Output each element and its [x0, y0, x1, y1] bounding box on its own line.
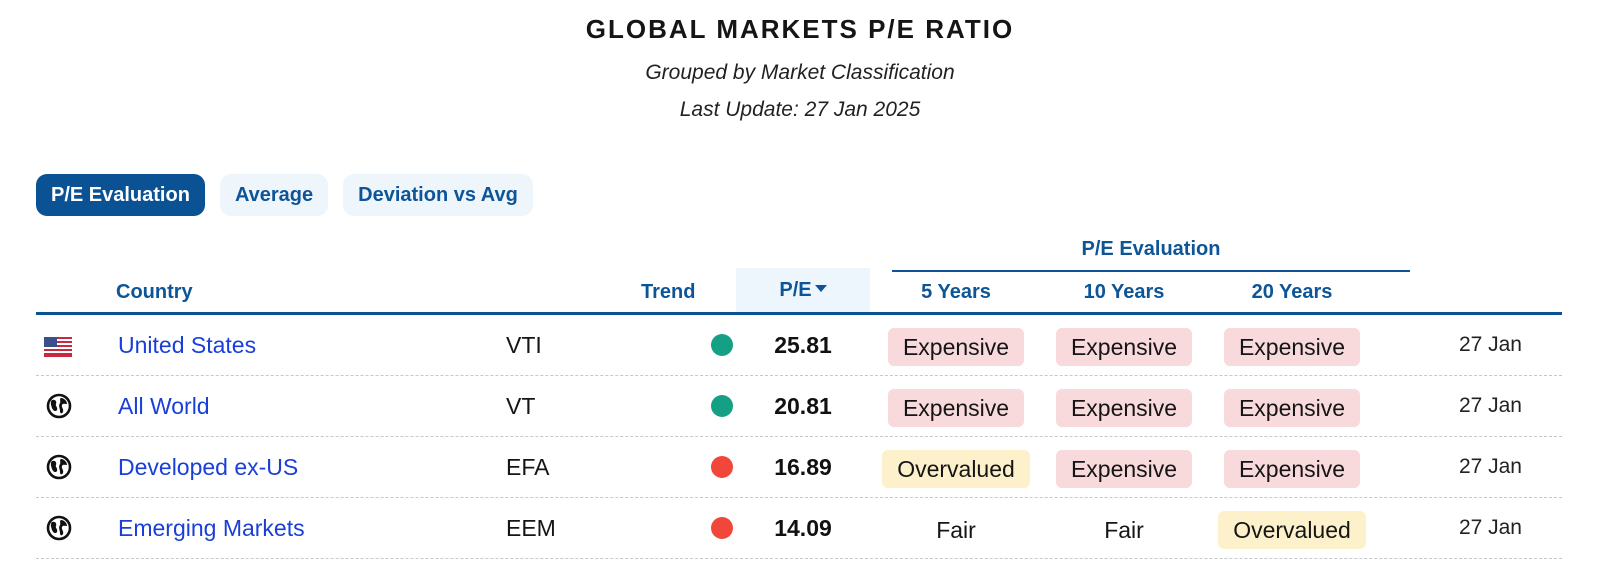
last-update-text: Last Update: 27 Jan 2025 — [679, 98, 921, 121]
row-icon — [42, 437, 72, 497]
status-badge: Expensive — [1223, 388, 1361, 427]
globe-icon — [46, 454, 72, 480]
view-tabs: P/E Evaluation Average Deviation vs Avg — [36, 174, 533, 216]
row-icon — [42, 315, 72, 375]
caret-down-icon — [814, 285, 827, 293]
table-row: United States VTI 25.81 Expensive Expens… — [36, 315, 1562, 376]
status-badge: Fair — [936, 516, 976, 543]
table-row: All World VT 20.81 Expensive Expensive E… — [36, 376, 1562, 437]
ticker-symbol: VT — [506, 393, 536, 419]
table-row: Emerging Markets EEM 14.09 Fair Fair Ove… — [36, 498, 1562, 559]
trend-indicator-icon — [711, 334, 733, 356]
pe-value: 20.81 — [774, 393, 832, 419]
pe-evaluation-group-header: P/E Evaluation — [892, 238, 1410, 272]
ticker-symbol: VTI — [506, 332, 542, 358]
row-icon — [42, 498, 72, 558]
column-header-pe-label: P/E — [779, 279, 812, 301]
status-badge: Expensive — [1223, 449, 1361, 488]
column-header-5-years[interactable]: 5 Years — [921, 281, 991, 303]
status-badge: Expensive — [887, 327, 1025, 366]
globe-icon — [46, 515, 72, 541]
pe-value: 14.09 — [774, 515, 832, 541]
trend-cell — [656, 437, 786, 497]
evaluation-10-years: Expensive — [1039, 437, 1209, 497]
evaluation-5-years: Expensive — [871, 376, 1041, 436]
tab-deviation-vs-avg[interactable]: Deviation vs Avg — [343, 174, 533, 216]
header-divider — [36, 312, 1562, 315]
us-flag-icon — [44, 337, 72, 357]
pe-value: 16.89 — [774, 454, 832, 480]
status-badge: Overvalued — [882, 449, 1030, 488]
trend-cell — [656, 315, 786, 375]
evaluation-5-years: Overvalued — [871, 437, 1041, 497]
update-date: 27 Jan — [1458, 455, 1522, 478]
page-subtitle: Grouped by Market Classification — [645, 61, 955, 84]
status-badge: Expensive — [1055, 388, 1193, 427]
update-date: 27 Jan — [1458, 333, 1522, 356]
country-link[interactable]: Developed ex-US — [118, 454, 299, 480]
evaluation-20-years: Overvalued — [1207, 498, 1377, 558]
status-badge: Expensive — [1055, 449, 1193, 488]
evaluation-20-years: Expensive — [1207, 437, 1377, 497]
trend-indicator-icon — [711, 456, 733, 478]
status-badge: Expensive — [1223, 327, 1361, 366]
tab-pe-evaluation[interactable]: P/E Evaluation — [36, 174, 205, 216]
country-link[interactable]: Emerging Markets — [118, 515, 305, 541]
column-header-country[interactable]: Country — [116, 281, 193, 303]
page-title: GLOBAL MARKETS P/E RATIO — [585, 14, 1015, 44]
status-badge: Fair — [1104, 516, 1144, 543]
evaluation-10-years: Fair — [1039, 498, 1209, 558]
status-badge: Expensive — [1055, 327, 1193, 366]
evaluation-20-years: Expensive — [1207, 376, 1377, 436]
trend-cell — [656, 498, 786, 558]
table-row: Developed ex-US EFA 16.89 Overvalued Exp… — [36, 437, 1562, 498]
evaluation-10-years: Expensive — [1039, 315, 1209, 375]
column-header-trend[interactable]: Trend — [641, 281, 696, 303]
update-date: 27 Jan — [1458, 516, 1522, 539]
tab-average[interactable]: Average — [219, 174, 329, 216]
ticker-symbol: EEM — [506, 515, 556, 541]
trend-indicator-icon — [711, 517, 733, 539]
evaluation-10-years: Expensive — [1039, 376, 1209, 436]
column-header-pe[interactable]: P/E — [736, 268, 870, 312]
trend-cell — [656, 376, 786, 436]
status-badge: Expensive — [887, 388, 1025, 427]
evaluation-5-years: Expensive — [871, 315, 1041, 375]
country-link[interactable]: United States — [118, 332, 257, 358]
globe-icon — [46, 393, 72, 419]
column-header-20-years[interactable]: 20 Years — [1251, 281, 1333, 303]
evaluation-20-years: Expensive — [1207, 315, 1377, 375]
update-date: 27 Jan — [1458, 394, 1522, 417]
row-icon — [42, 376, 72, 436]
pe-value: 25.81 — [774, 332, 832, 358]
status-badge: Overvalued — [1218, 510, 1366, 549]
trend-indicator-icon — [711, 395, 733, 417]
ticker-symbol: EFA — [506, 454, 550, 480]
evaluation-5-years: Fair — [871, 498, 1041, 558]
column-header-10-years[interactable]: 10 Years — [1083, 281, 1165, 303]
country-link[interactable]: All World — [118, 393, 210, 419]
